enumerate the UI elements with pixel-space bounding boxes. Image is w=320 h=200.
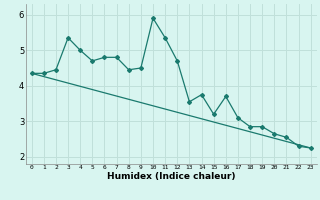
X-axis label: Humidex (Indice chaleur): Humidex (Indice chaleur) [107,172,236,181]
